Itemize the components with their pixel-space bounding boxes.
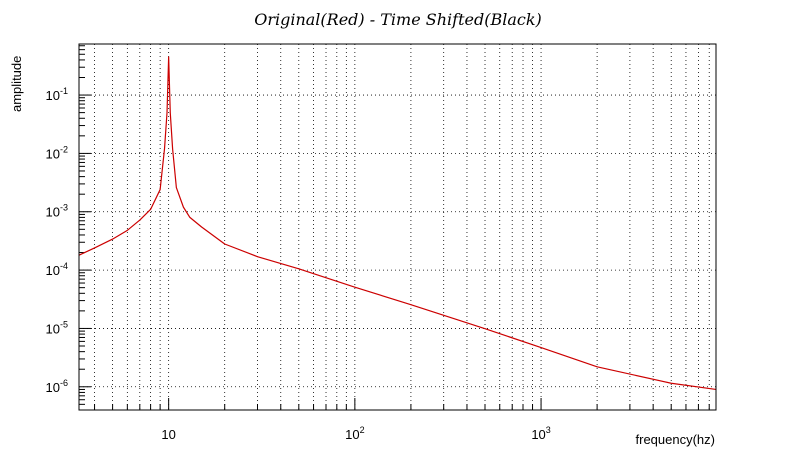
x-tick-label: 102 xyxy=(345,425,364,442)
y-tick-label: 10-6 xyxy=(46,378,68,395)
minor-ticks xyxy=(79,45,710,411)
chart-title: Original(Red) - Time Shifted(Black) xyxy=(254,10,542,29)
grid-lines xyxy=(79,44,716,410)
y-tick-label: 10-5 xyxy=(46,319,68,336)
y-tick-labels: 10-6 10-5 10-4 10-3 10-2 10-1 xyxy=(46,86,68,395)
y-tick-label: 10-2 xyxy=(46,144,68,161)
x-tick-label: 10 xyxy=(161,427,175,442)
x-tick-labels: 10 102 103 xyxy=(161,425,550,442)
plot-frame xyxy=(78,43,717,411)
series-group xyxy=(78,56,717,391)
y-tick-label: 10-3 xyxy=(46,203,68,220)
x-axis-label: frequency(hz) xyxy=(636,432,715,447)
y-axis-label: amplitude xyxy=(9,56,24,112)
y-tick-label: 10-1 xyxy=(46,86,68,103)
x-tick-label: 103 xyxy=(531,425,550,442)
series-line-0 xyxy=(78,56,717,391)
y-tick-label: 10-4 xyxy=(46,261,68,278)
